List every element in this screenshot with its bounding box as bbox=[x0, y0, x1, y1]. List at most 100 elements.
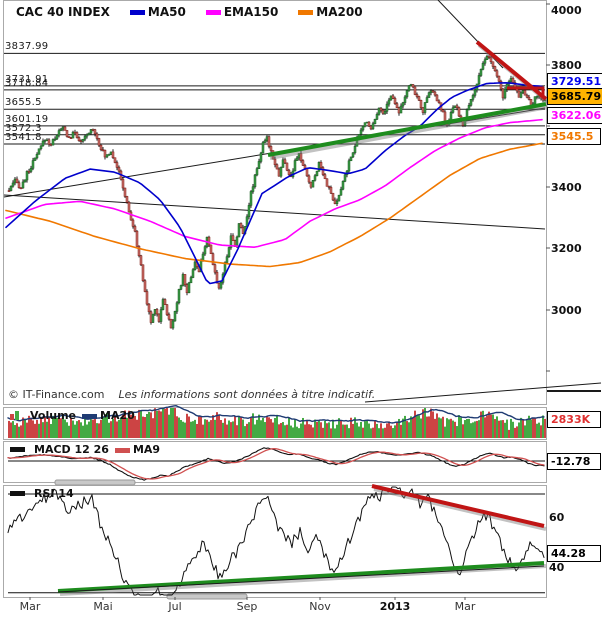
volume-bar bbox=[100, 419, 102, 438]
candlestick bbox=[41, 140, 45, 147]
volume-bar bbox=[390, 425, 392, 438]
candlestick bbox=[239, 223, 243, 228]
trendline-bottom-rising-thin bbox=[364, 382, 602, 403]
volume-bar bbox=[70, 417, 72, 438]
candlestick bbox=[365, 121, 369, 124]
volume-bar bbox=[238, 415, 240, 438]
volume-bar bbox=[376, 423, 378, 438]
volume-bar bbox=[510, 418, 512, 438]
volume-bar bbox=[224, 418, 226, 438]
trendline-red-resistance-thick bbox=[475, 40, 548, 101]
volume-bar bbox=[280, 422, 282, 438]
candlestick bbox=[145, 291, 149, 305]
candlestick bbox=[495, 70, 499, 77]
candlestick bbox=[69, 137, 73, 139]
macd-ma9-legend: MA9 bbox=[114, 443, 160, 456]
candlestick bbox=[97, 138, 101, 146]
volume-bar bbox=[122, 413, 124, 438]
volume-bar bbox=[432, 411, 434, 438]
candlestick bbox=[307, 175, 311, 183]
copyright-site: © IT-Finance.com bbox=[8, 388, 105, 401]
ma50-line bbox=[5, 82, 543, 285]
volume-bar bbox=[182, 421, 184, 438]
candlestick bbox=[149, 311, 153, 323]
candlestick bbox=[67, 136, 71, 138]
volume-bar bbox=[392, 428, 394, 438]
volume-bar bbox=[34, 423, 36, 438]
volume-bar bbox=[234, 416, 236, 438]
candlestick bbox=[37, 148, 41, 155]
x-axis-label-Mai: Mai bbox=[93, 600, 113, 613]
macd-legend: MACD 12 26 MA9 bbox=[10, 443, 160, 456]
volume-bar bbox=[288, 417, 290, 438]
volume-bar bbox=[414, 410, 416, 438]
candlestick bbox=[397, 107, 401, 114]
volume-bar bbox=[80, 422, 82, 438]
volume-bar bbox=[380, 423, 382, 438]
macd-line bbox=[7, 447, 545, 481]
candlestick bbox=[469, 99, 473, 106]
macd-ma9-line bbox=[7, 448, 545, 480]
rsi-panel[interactable] bbox=[3, 485, 547, 598]
volume-bar bbox=[406, 421, 408, 438]
panel-resize-handle[interactable] bbox=[166, 593, 248, 600]
volume-bar bbox=[128, 410, 130, 438]
candlestick bbox=[169, 318, 173, 329]
candlestick bbox=[75, 132, 79, 138]
volume-bar bbox=[184, 422, 186, 438]
candlestick bbox=[265, 136, 269, 141]
candlestick bbox=[533, 96, 537, 105]
volume-bar bbox=[40, 418, 42, 438]
candlestick bbox=[113, 157, 117, 163]
candlestick bbox=[187, 282, 191, 294]
macd-panel[interactable] bbox=[3, 441, 547, 483]
volume-bar bbox=[300, 423, 302, 438]
volume-bar bbox=[514, 427, 516, 438]
candlestick bbox=[299, 153, 303, 161]
volume-bar bbox=[442, 416, 444, 438]
volume-bar bbox=[270, 419, 272, 438]
volume-bar bbox=[8, 420, 10, 438]
candlestick bbox=[523, 90, 527, 96]
candlestick bbox=[179, 285, 183, 290]
candlestick bbox=[217, 282, 221, 289]
candlestick bbox=[33, 157, 37, 161]
volume-bar bbox=[388, 421, 390, 438]
candlestick bbox=[455, 105, 459, 108]
candlestick bbox=[53, 138, 57, 141]
volume-bar bbox=[536, 423, 538, 438]
volume-bar bbox=[456, 426, 458, 438]
volume-bar bbox=[118, 419, 120, 438]
candlestick bbox=[117, 167, 121, 172]
candlestick bbox=[425, 97, 429, 103]
candlestick bbox=[111, 151, 115, 158]
volume-bar bbox=[512, 421, 514, 438]
candlestick bbox=[441, 109, 445, 113]
price-panel[interactable] bbox=[3, 0, 547, 405]
candlestick bbox=[325, 178, 329, 187]
panel-resize-handle[interactable] bbox=[54, 479, 136, 486]
candlestick bbox=[193, 261, 197, 270]
level-label-3655.5: 3655.5 bbox=[5, 97, 42, 108]
volume-panel[interactable] bbox=[3, 407, 547, 440]
volume-bar bbox=[124, 410, 126, 438]
volume-bar bbox=[84, 418, 86, 438]
volume-bar bbox=[108, 422, 110, 438]
candlestick bbox=[473, 89, 477, 96]
volume-bar bbox=[170, 408, 172, 438]
candlestick bbox=[171, 320, 175, 329]
candlestick bbox=[237, 223, 241, 238]
candlestick bbox=[413, 86, 417, 95]
volume-bar bbox=[58, 417, 60, 438]
candlestick bbox=[73, 131, 77, 134]
price-box-3545.5: 3545.5 bbox=[547, 128, 601, 145]
volume-bar bbox=[480, 411, 482, 438]
volume-bar bbox=[544, 418, 546, 438]
candlestick bbox=[363, 122, 367, 127]
candlestick bbox=[373, 118, 377, 124]
volume-bar bbox=[430, 408, 432, 438]
candlestick bbox=[189, 277, 193, 284]
y-axis-label-4000: 4000 bbox=[551, 4, 582, 17]
volume-bar bbox=[322, 427, 324, 438]
